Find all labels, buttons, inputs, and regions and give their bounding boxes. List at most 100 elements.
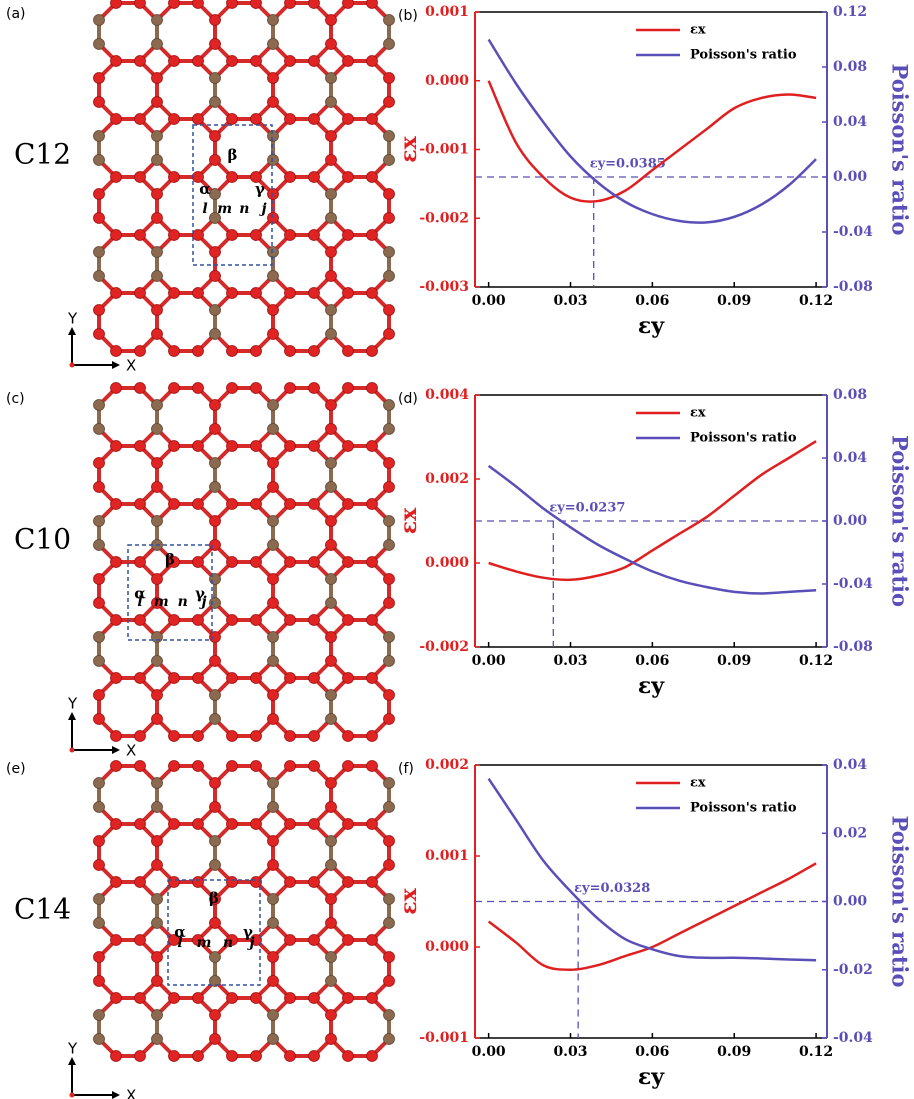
atom bbox=[367, 877, 378, 888]
atom bbox=[135, 56, 146, 67]
atom bbox=[309, 731, 320, 742]
atom bbox=[268, 155, 279, 166]
atom bbox=[285, 172, 296, 183]
x-tick-label: 0.09 bbox=[717, 653, 751, 669]
atom bbox=[227, 557, 238, 568]
site-label: m bbox=[217, 201, 232, 217]
atom bbox=[210, 952, 221, 963]
panel-label: (e) bbox=[6, 761, 26, 777]
atom bbox=[326, 213, 337, 224]
atom bbox=[169, 383, 180, 394]
atom bbox=[94, 656, 105, 667]
x-tick-label: 0.00 bbox=[472, 653, 506, 669]
atom bbox=[94, 213, 105, 224]
atom bbox=[152, 189, 163, 200]
atom bbox=[94, 540, 105, 551]
atom bbox=[367, 172, 378, 183]
atom bbox=[152, 918, 163, 929]
atom bbox=[309, 935, 320, 946]
atom bbox=[326, 1010, 337, 1021]
legend-label: Poisson's ratio bbox=[690, 431, 797, 446]
atom bbox=[227, 0, 238, 9]
origin bbox=[70, 363, 75, 368]
atom bbox=[227, 172, 238, 183]
atom bbox=[152, 73, 163, 84]
atom bbox=[152, 131, 163, 142]
atom bbox=[268, 73, 279, 84]
atom bbox=[343, 56, 354, 67]
atom bbox=[169, 0, 180, 9]
annotation: εy=0.0328 bbox=[574, 881, 650, 896]
atom bbox=[152, 952, 163, 963]
x-label: εy bbox=[638, 673, 665, 699]
atom bbox=[268, 400, 279, 411]
angle-label: γ bbox=[255, 180, 265, 198]
y2-tick-label: 0.12 bbox=[833, 4, 867, 20]
atom bbox=[367, 441, 378, 452]
y2-tick-label: -0.04 bbox=[833, 224, 873, 240]
atom bbox=[309, 557, 320, 568]
x-label: εy bbox=[638, 313, 665, 339]
y-tick-label: -0.003 bbox=[419, 279, 469, 295]
atom bbox=[343, 288, 354, 299]
atom bbox=[193, 557, 204, 568]
atom bbox=[227, 383, 238, 394]
atom bbox=[309, 1051, 320, 1062]
atom bbox=[94, 778, 105, 789]
atom bbox=[210, 73, 221, 84]
atom bbox=[111, 731, 122, 742]
atom bbox=[227, 877, 238, 888]
atom bbox=[343, 346, 354, 357]
origin bbox=[70, 748, 75, 753]
atom bbox=[152, 305, 163, 316]
atom bbox=[210, 690, 221, 701]
atom bbox=[193, 441, 204, 452]
angle-label: β bbox=[228, 146, 238, 164]
atom bbox=[326, 632, 337, 643]
y2-tick-label: 0.00 bbox=[833, 513, 867, 529]
atom bbox=[152, 400, 163, 411]
atom bbox=[367, 383, 378, 394]
atom bbox=[210, 247, 221, 258]
atom bbox=[367, 0, 378, 9]
atom bbox=[210, 458, 221, 469]
axis-name: X bbox=[126, 357, 136, 375]
atom bbox=[94, 632, 105, 643]
atom bbox=[343, 761, 354, 772]
atom bbox=[152, 97, 163, 108]
figure: (a)C12αβγlmnjYX(c)C10αβγlmnjYX(e)C14αβγl… bbox=[0, 0, 914, 1099]
atom bbox=[251, 993, 262, 1004]
atom bbox=[326, 329, 337, 340]
panel-label: (b) bbox=[398, 8, 418, 24]
atom bbox=[227, 346, 238, 357]
atom bbox=[251, 441, 262, 452]
atom bbox=[326, 131, 337, 142]
data-line bbox=[489, 40, 816, 223]
atom bbox=[94, 15, 105, 26]
atom bbox=[152, 213, 163, 224]
y-label: εx bbox=[396, 887, 422, 914]
atom bbox=[268, 632, 279, 643]
atom bbox=[268, 131, 279, 142]
atom bbox=[309, 0, 320, 9]
atom bbox=[285, 56, 296, 67]
atom bbox=[285, 877, 296, 888]
atom bbox=[169, 761, 180, 772]
y-label: εx bbox=[396, 507, 422, 534]
atom bbox=[193, 615, 204, 626]
atom bbox=[309, 346, 320, 357]
x-tick-label: 0.12 bbox=[799, 653, 833, 669]
atom bbox=[135, 731, 146, 742]
atom bbox=[326, 305, 337, 316]
atom bbox=[384, 632, 395, 643]
y-tick-label: 0.000 bbox=[425, 555, 469, 571]
atom bbox=[343, 441, 354, 452]
atom bbox=[94, 329, 105, 340]
atom bbox=[268, 918, 279, 929]
atom bbox=[210, 400, 221, 411]
atom bbox=[268, 894, 279, 905]
site-label: l bbox=[202, 201, 207, 217]
atom bbox=[326, 97, 337, 108]
atom bbox=[367, 1051, 378, 1062]
atom bbox=[94, 73, 105, 84]
